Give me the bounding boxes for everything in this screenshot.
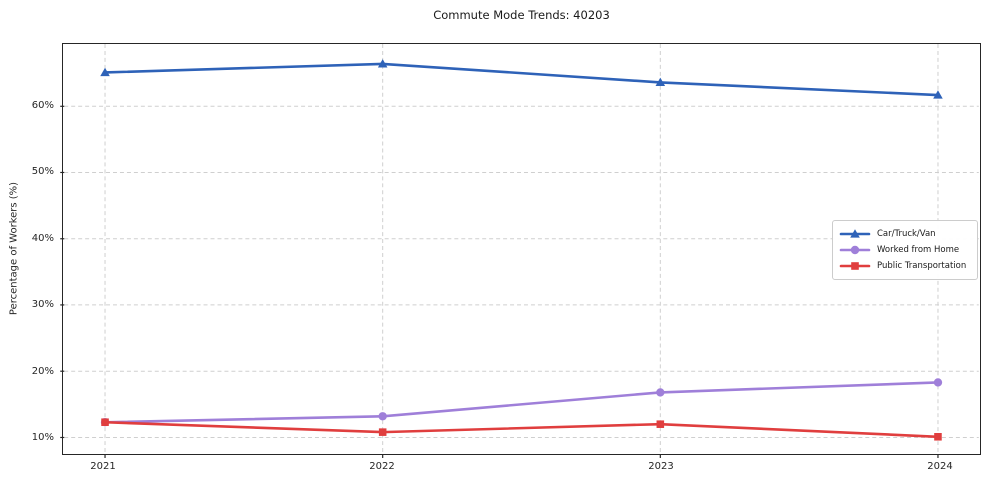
data-point-circle-icon xyxy=(378,412,387,421)
data-point-square-icon xyxy=(378,428,387,436)
x-tick-labels: 2021 2022 2023 2024 xyxy=(62,460,981,478)
plot-area: Car/Truck/Van Worked from Home Public Tr… xyxy=(60,43,981,458)
legend-line-square-icon xyxy=(839,260,871,272)
legend-label: Public Transportation xyxy=(877,261,967,271)
x-tick-label: 2023 xyxy=(648,461,674,472)
data-point-circle-icon xyxy=(850,245,860,255)
legend-line-triangle-icon xyxy=(839,228,871,240)
y-tick-label: 10% xyxy=(31,432,54,444)
legend: Car/Truck/Van Worked from Home Public Tr… xyxy=(832,220,978,280)
legend-item-worked-from-home: Worked from Home xyxy=(839,242,969,258)
chart-title: Commute Mode Trends: 40203 xyxy=(433,8,610,22)
data-point-triangle-icon xyxy=(100,67,110,77)
y-tick-label: 50% xyxy=(31,166,54,178)
data-point-square-icon xyxy=(934,432,942,441)
y-tick-label: 60% xyxy=(31,99,54,111)
data-point-triangle-icon xyxy=(933,90,943,99)
y-tick-label: 30% xyxy=(31,299,54,311)
legend-item-public-transportation: Public Transportation xyxy=(839,258,969,274)
legend-item-car-truck-van: Car/Truck/Van xyxy=(839,226,969,242)
y-tick-label: 40% xyxy=(31,232,54,244)
y-tick-labels: 10% 20% 30% 40% 50% 60% xyxy=(0,43,54,455)
data-point-triangle-icon xyxy=(377,59,388,68)
data-point-triangle-icon xyxy=(655,77,666,86)
data-point-square-icon xyxy=(851,262,859,270)
legend-label: Car/Truck/Van xyxy=(877,229,936,239)
line-plot xyxy=(60,44,979,458)
data-point-square-icon xyxy=(101,418,109,426)
legend-label: Worked from Home xyxy=(877,245,960,255)
data-point-square-icon xyxy=(656,420,665,428)
data-point-circle-icon xyxy=(933,378,943,387)
data-point-circle-icon xyxy=(656,388,665,397)
data-point-triangle-icon xyxy=(850,229,860,238)
x-tick-label: 2021 xyxy=(90,461,116,472)
y-tick-label: 20% xyxy=(31,365,54,377)
legend-line-circle-icon xyxy=(839,244,871,256)
x-tick-label: 2024 xyxy=(927,461,953,472)
x-tick-label: 2022 xyxy=(369,461,395,472)
